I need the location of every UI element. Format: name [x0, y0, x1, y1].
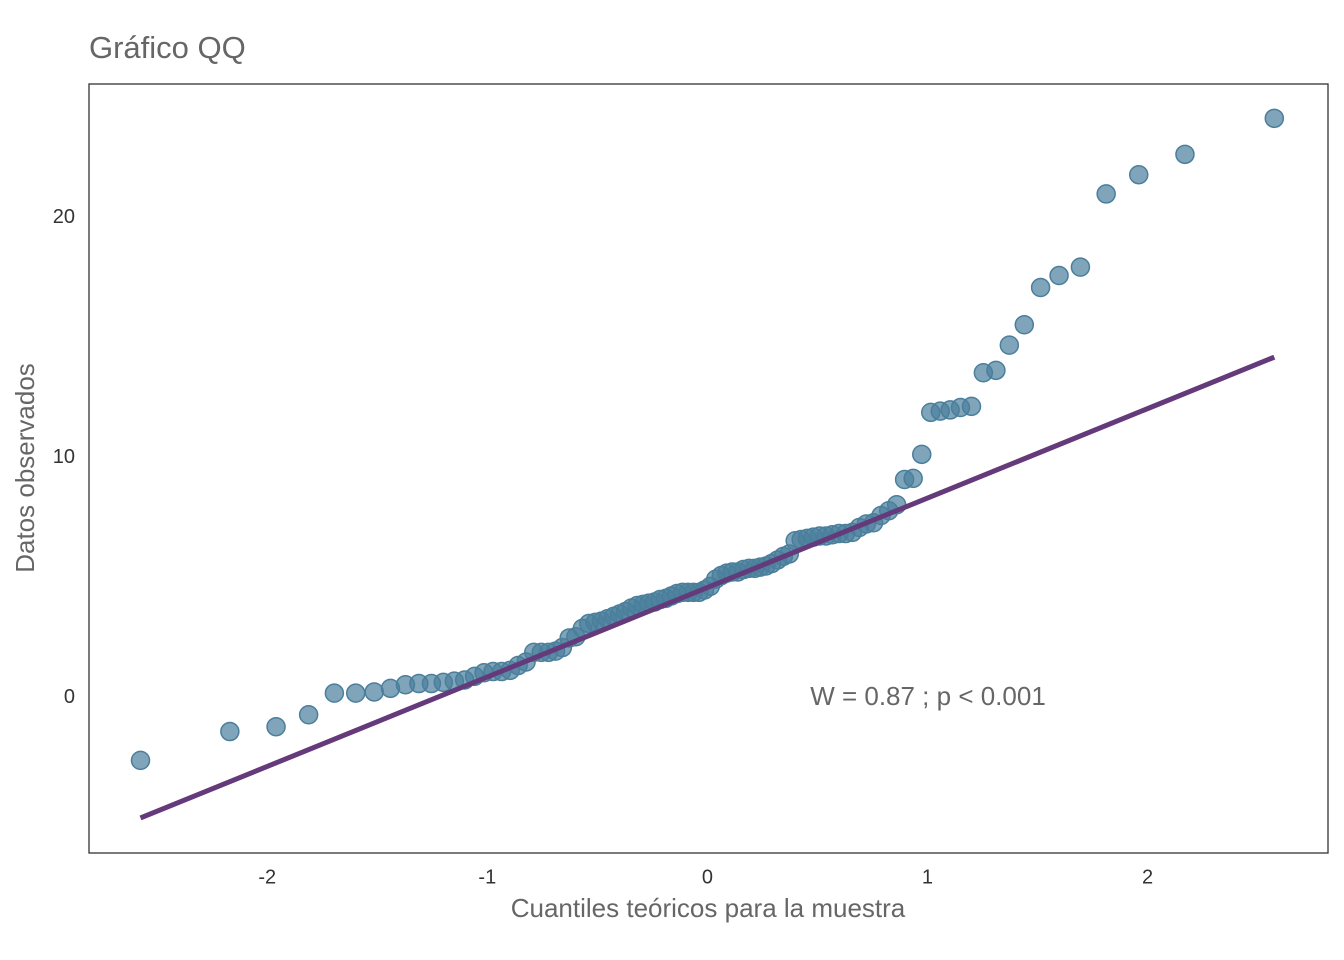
y-tick-label: 0 [64, 686, 75, 708]
panel-border [88, 83, 1329, 854]
point [220, 721, 240, 742]
point [961, 396, 982, 417]
point [1030, 277, 1051, 298]
y-tick-label: 20 [53, 206, 75, 228]
point [986, 360, 1006, 381]
y-axis-title: Datos observados [10, 363, 40, 573]
x-tick-label: 2 [1142, 866, 1153, 888]
point [324, 683, 345, 703]
chart-title: Gráfico QQ [89, 30, 246, 65]
point [1096, 184, 1116, 204]
x-tick-label: -2 [258, 866, 276, 888]
point [364, 682, 384, 702]
point [1049, 265, 1069, 286]
point [1128, 164, 1149, 185]
reference-line [139, 354, 1276, 821]
point [911, 444, 932, 465]
point [1264, 108, 1285, 129]
point [298, 705, 319, 725]
point [345, 683, 366, 703]
x-axis-title: Cuantiles teóricos para la muestra [511, 893, 906, 923]
point [130, 750, 151, 771]
point [1070, 257, 1091, 277]
point [903, 468, 923, 489]
x-tick-label: 1 [922, 866, 933, 888]
point [266, 717, 286, 737]
x-tick-label: 0 [702, 866, 713, 888]
y-tick-label: 10 [53, 446, 75, 468]
annotation: W = 0.87 ; p < 0.001 [810, 681, 1046, 711]
x-tick-label: -1 [478, 866, 496, 888]
point [999, 335, 1020, 355]
point [1014, 314, 1035, 335]
point [1175, 144, 1195, 165]
